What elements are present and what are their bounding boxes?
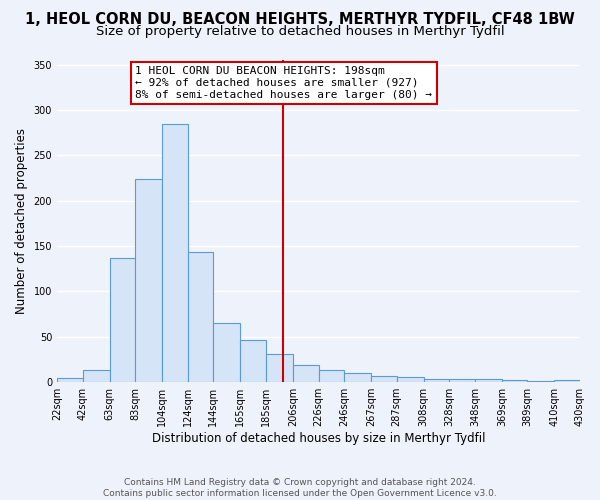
Bar bbox=[554, 380, 580, 382]
X-axis label: Distribution of detached houses by size in Merthyr Tydfil: Distribution of detached houses by size … bbox=[152, 432, 485, 445]
Bar bbox=[344, 373, 371, 382]
Text: Size of property relative to detached houses in Merthyr Tydfil: Size of property relative to detached ho… bbox=[95, 25, 505, 38]
Text: Contains HM Land Registry data © Crown copyright and database right 2024.
Contai: Contains HM Land Registry data © Crown c… bbox=[103, 478, 497, 498]
Text: 1 HEOL CORN DU BEACON HEIGHTS: 198sqm
← 92% of detached houses are smaller (927): 1 HEOL CORN DU BEACON HEIGHTS: 198sqm ← … bbox=[135, 66, 432, 100]
Bar bbox=[57, 378, 83, 382]
Bar bbox=[214, 323, 241, 382]
Bar bbox=[188, 252, 214, 382]
Bar bbox=[241, 340, 266, 382]
Bar bbox=[266, 354, 293, 382]
Bar bbox=[110, 258, 135, 382]
Bar bbox=[371, 376, 397, 382]
Bar bbox=[162, 124, 188, 382]
Bar bbox=[475, 380, 502, 382]
Bar bbox=[83, 370, 110, 382]
Bar bbox=[424, 378, 449, 382]
Text: 1, HEOL CORN DU, BEACON HEIGHTS, MERTHYR TYDFIL, CF48 1BW: 1, HEOL CORN DU, BEACON HEIGHTS, MERTHYR… bbox=[25, 12, 575, 28]
Bar bbox=[502, 380, 527, 382]
Bar bbox=[449, 380, 475, 382]
Bar bbox=[293, 365, 319, 382]
Bar bbox=[319, 370, 344, 382]
Bar bbox=[135, 179, 162, 382]
Bar bbox=[397, 377, 424, 382]
Y-axis label: Number of detached properties: Number of detached properties bbox=[15, 128, 28, 314]
